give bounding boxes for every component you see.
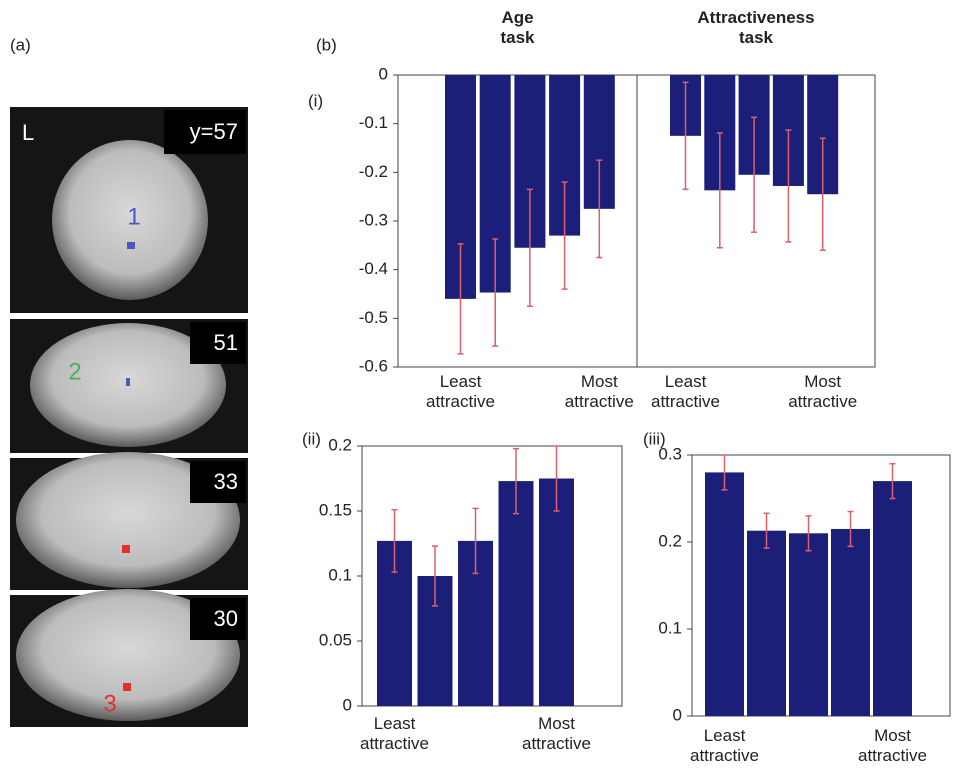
x-tick-label: Least attractive: [350, 714, 440, 754]
y-tick-label: 0.15: [319, 500, 352, 519]
y-tick-label: -0.6: [359, 356, 388, 375]
y-tick-label: 0.1: [658, 618, 682, 637]
x-tick-label: Most attractive: [778, 372, 868, 412]
slice-label: y=57: [190, 119, 238, 144]
region-marker: [126, 378, 130, 386]
y-tick-label: 0: [673, 705, 682, 724]
bar: [831, 529, 870, 716]
panel-label: (i): [308, 91, 323, 110]
y-tick-label: -0.3: [359, 210, 388, 229]
panel-label: (a): [10, 35, 31, 54]
hemisphere-label: L: [22, 120, 34, 145]
region-label: 2: [68, 358, 81, 385]
region-label: 1: [127, 203, 140, 230]
y-tick-label: 0: [343, 695, 352, 714]
y-tick-label: -0.4: [359, 259, 388, 278]
bar: [539, 479, 574, 707]
bar: [789, 533, 828, 716]
bar: [705, 472, 744, 716]
y-tick-label: 0.05: [319, 630, 352, 649]
bar: [499, 481, 534, 706]
chart-title: Attractiveness task: [686, 8, 826, 48]
y-tick-label: -0.5: [359, 308, 388, 327]
slice-label: 30: [214, 606, 238, 631]
x-tick-label: Most attractive: [848, 726, 938, 766]
x-tick-label: Least attractive: [416, 372, 506, 412]
figure: (a) (b) L y=57 51 33 30 1 2 3 (i) 0 -0.1 -0…: [0, 0, 973, 772]
brain-slices: L y=57 51 33 30 1 2 3: [10, 107, 248, 727]
x-tick-label: Most attractive: [554, 372, 644, 412]
bar: [873, 481, 912, 716]
y-tick-label: -0.2: [359, 162, 388, 181]
bar: [747, 531, 786, 716]
region-label: 3: [103, 690, 116, 717]
region-marker: [127, 242, 135, 249]
x-tick-label: Most attractive: [512, 714, 602, 754]
region-marker: [123, 683, 131, 691]
x-tick-label: Least attractive: [641, 372, 731, 412]
panel-label: (b): [316, 35, 337, 54]
chart-title: Age task: [488, 8, 548, 48]
slice-label: 51: [214, 330, 238, 355]
panel-label: (ii): [302, 429, 321, 448]
y-tick-label: 0.3: [658, 444, 682, 463]
y-tick-label: 0.2: [658, 531, 682, 550]
slice-label: 33: [214, 469, 238, 494]
y-tick-label: 0.1: [328, 565, 352, 584]
x-tick-label: Least attractive: [680, 726, 770, 766]
y-tick-label: 0: [379, 64, 388, 83]
y-tick-label: 0.2: [328, 435, 352, 454]
y-tick-label: -0.1: [359, 113, 388, 132]
region-marker: [122, 545, 130, 553]
